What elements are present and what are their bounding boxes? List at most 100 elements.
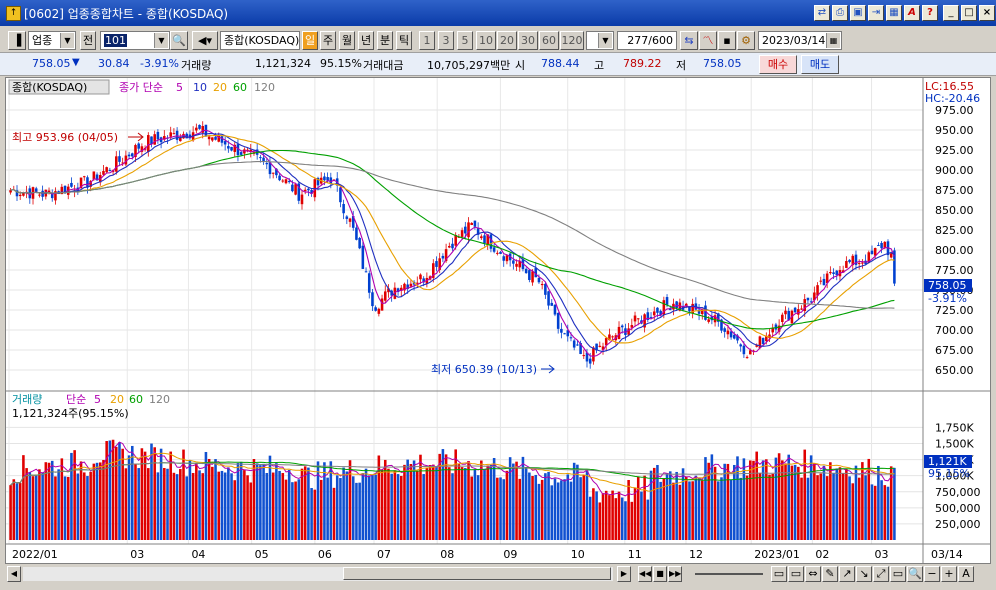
minute-unit-30[interactable]: 30 <box>518 31 538 50</box>
candle-body <box>201 126 205 133</box>
volume-bar <box>694 475 698 540</box>
save-icon[interactable]: ▪ <box>718 31 736 50</box>
date-field[interactable]: 2023/03/14 ▦ <box>758 31 842 50</box>
volume-bar <box>716 481 720 540</box>
scroll-left-icon[interactable]: ◀ <box>7 566 21 582</box>
volume-bar <box>512 463 515 540</box>
stop-icon[interactable]: ■ <box>653 566 667 582</box>
price-volume-chart[interactable]: 975.00 950.00 925.00 900.00 875.00 850.00 825.… <box>6 78 990 563</box>
candle-body <box>380 298 384 311</box>
zoom-slider[interactable] <box>695 573 763 575</box>
tool-icon-5[interactable]: ↗ <box>839 566 855 582</box>
maximize-icon[interactable]: □ <box>961 5 977 21</box>
candle-body <box>553 304 557 315</box>
low-label: 저 <box>676 59 687 72</box>
zoom-icon[interactable]: 🔍 <box>907 566 923 582</box>
candle-body <box>720 319 723 331</box>
tool-icon-3[interactable]: ⇔ <box>805 566 821 582</box>
search-icon[interactable]: 🔍 <box>170 31 188 50</box>
tab-year[interactable]: 년 <box>358 31 374 50</box>
scroll-icon[interactable]: ⇆ <box>680 31 698 50</box>
candle-body <box>489 234 493 249</box>
tab-day[interactable]: 일 <box>302 31 318 50</box>
candle-body <box>816 285 819 296</box>
close-icon[interactable]: × <box>979 5 995 21</box>
prefix-button[interactable]: 전 <box>80 31 96 50</box>
chevron-down-icon: ▼ <box>154 33 168 48</box>
minute-unit-5[interactable]: 5 <box>457 31 473 50</box>
volume-bar <box>665 473 669 540</box>
buy-button[interactable]: 매수 <box>759 55 797 74</box>
settings-icon[interactable]: ⚙ <box>737 31 755 50</box>
capture-icon[interactable]: ▣ <box>850 5 866 21</box>
print-icon[interactable]: ⎙ <box>832 5 848 21</box>
minute-unit-60[interactable]: 60 <box>539 31 559 50</box>
unit-select[interactable]: ▼ <box>586 31 614 50</box>
tool-icon-4[interactable]: ✎ <box>822 566 838 582</box>
candle-body <box>230 146 233 151</box>
speaker-icon[interactable]: ◀▾ <box>192 31 218 50</box>
volume-bar <box>652 467 656 540</box>
grid-icon[interactable]: ▦ <box>886 5 902 21</box>
font-size-icon[interactable]: A <box>958 566 974 582</box>
scroll-thumb[interactable] <box>343 567 611 580</box>
help-icon[interactable]: ? <box>922 5 938 21</box>
tool-icon-6[interactable]: ↘ <box>856 566 872 582</box>
candle-body <box>310 190 313 194</box>
minute-unit-10[interactable]: 10 <box>476 31 496 50</box>
toolbar-menu-icon[interactable]: ▐ <box>8 31 26 50</box>
volume-bar <box>150 443 153 540</box>
play-icon[interactable]: ▶▶ <box>668 566 682 582</box>
count-field[interactable]: 277/600 <box>617 31 677 50</box>
volume-bar <box>50 460 54 540</box>
volume-label: 거래량 <box>181 59 212 72</box>
tab-tick[interactable]: 틱 <box>396 31 412 50</box>
minute-unit-3[interactable]: 3 <box>438 31 454 50</box>
candle-body <box>169 132 172 137</box>
tab-month[interactable]: 월 <box>339 31 355 50</box>
volume-ma-120: 120 <box>149 393 170 406</box>
minute-unit-1[interactable]: 1 <box>419 31 435 50</box>
minute-unit-20[interactable]: 20 <box>497 31 517 50</box>
volume-bar <box>592 488 595 540</box>
volume-bar <box>483 469 486 540</box>
tab-minute[interactable]: 분 <box>377 31 393 50</box>
price-panel-title-box[interactable] <box>8 79 110 95</box>
volume-bar <box>774 457 778 540</box>
font-icon[interactable]: A <box>904 5 920 21</box>
chart-area[interactable]: 975.00 950.00 925.00 900.00 875.00 850.00 825.… <box>5 77 991 564</box>
volume-bar <box>502 479 506 540</box>
price-y-tick: 925.00 <box>935 144 974 157</box>
quote-amount: 10,705,297백만 <box>427 59 511 72</box>
volume-bar <box>845 468 848 540</box>
zoom-in-icon[interactable]: + <box>941 566 957 582</box>
sell-button[interactable]: 매도 <box>801 55 839 74</box>
volume-bar <box>188 460 192 540</box>
candle-body <box>579 343 582 355</box>
market-type-select[interactable]: 업종 ▼ <box>28 31 76 50</box>
scroll-track[interactable] <box>23 567 613 581</box>
dock-icon[interactable]: ⇥ <box>868 5 884 21</box>
tool-icon-1[interactable]: ▭ <box>771 566 787 582</box>
line-chart-icon[interactable]: 〽 <box>699 31 717 50</box>
volume-moving-averages <box>10 441 895 497</box>
step-back-icon[interactable]: ◀◀ <box>638 566 652 582</box>
candle-body <box>172 133 176 135</box>
minute-unit-120[interactable]: 120 <box>560 31 584 50</box>
candle-body <box>422 278 425 283</box>
volume-bar <box>681 468 685 540</box>
tool-icon-8[interactable]: ▭ <box>890 566 906 582</box>
scroll-right-icon[interactable]: ▶ <box>617 566 631 582</box>
volume-bar <box>614 498 618 540</box>
tool-icon-2[interactable]: ▭ <box>788 566 804 582</box>
candle-body <box>473 220 477 227</box>
code-input[interactable]: 101 ▼ <box>100 31 170 50</box>
minimize-icon[interactable]: _ <box>943 5 959 21</box>
zoom-out-icon[interactable]: − <box>924 566 940 582</box>
volume-bar <box>313 489 317 540</box>
volume-bar <box>198 470 201 540</box>
tool-icon-7[interactable]: ⤢ <box>873 566 889 582</box>
volume-bar <box>889 466 893 540</box>
link-icon[interactable]: ⇄ <box>814 5 830 21</box>
tab-week[interactable]: 주 <box>320 31 336 50</box>
